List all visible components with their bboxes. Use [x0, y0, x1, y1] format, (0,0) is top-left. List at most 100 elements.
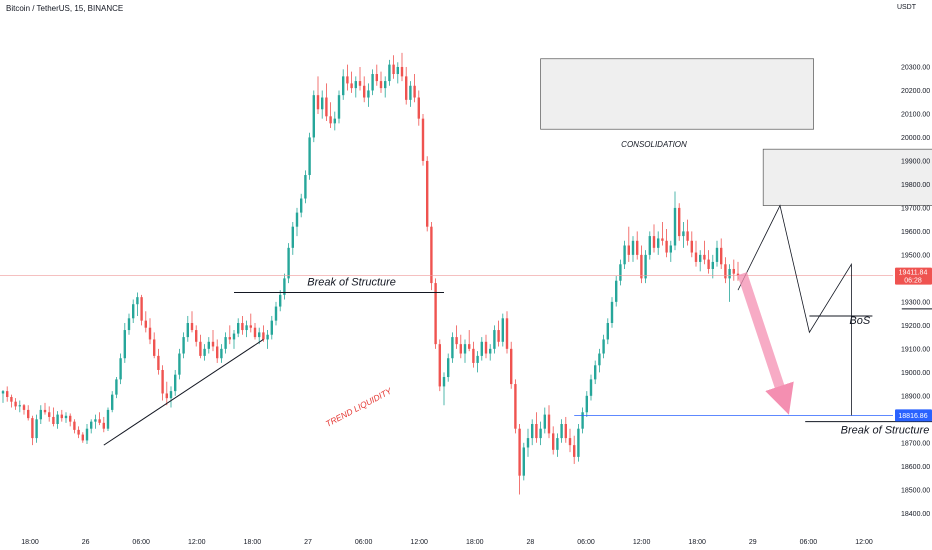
x-axis: 18:00 26 06:00 12:00 18:00 27 06:00 12:00 18:00 2…	[21, 539, 873, 546]
candle-body	[711, 261, 714, 269]
candle-body	[686, 231, 689, 241]
candle-body	[694, 252, 698, 262]
candle-body	[312, 95, 315, 138]
candle-body	[325, 97, 328, 117]
x-tick-label: 12:00	[188, 539, 206, 546]
candle-body	[514, 384, 517, 429]
candle-body	[354, 81, 357, 89]
candle-body	[442, 377, 446, 387]
candle-body	[678, 207, 681, 237]
candle-body	[657, 238, 660, 248]
candle-body	[266, 334, 269, 340]
bearish-arrow	[737, 272, 794, 415]
candle-body	[27, 409, 30, 419]
x-tick-label: 26	[82, 539, 90, 546]
x-tick-label: 06:00	[800, 539, 818, 546]
candle-body	[195, 330, 198, 342]
candle-body	[421, 118, 425, 161]
candle-body	[363, 85, 366, 98]
candle-body	[568, 438, 572, 446]
annotation-label: Break of Structure	[841, 424, 930, 436]
candle-body	[216, 346, 219, 359]
x-tick-label: 18:00	[244, 539, 262, 546]
candle-body	[220, 348, 223, 359]
candle-body	[211, 341, 215, 347]
candle-body	[715, 247, 719, 262]
candle-body	[476, 355, 479, 363]
candle-body	[207, 341, 210, 349]
candle-body	[123, 330, 126, 359]
candle-body	[98, 419, 101, 423]
price-badge-time: 06:28	[904, 278, 922, 285]
candle-body	[300, 198, 303, 213]
candle-body	[543, 414, 546, 429]
y-tick-label: 18400.00	[901, 511, 930, 518]
x-tick-label: 18:00	[466, 539, 484, 546]
candle-body	[43, 409, 47, 413]
candle-body	[321, 97, 324, 110]
candle-body	[367, 90, 370, 98]
y-tick-label: 18900.00	[901, 393, 930, 400]
candle-body	[279, 294, 282, 307]
candle-body	[409, 85, 412, 100]
candle-body	[232, 333, 236, 340]
candle-body	[115, 379, 118, 395]
candle-body	[337, 95, 341, 119]
candle-body	[652, 236, 656, 248]
x-tick-label: 28	[527, 539, 535, 546]
candle-body	[237, 323, 240, 334]
y-tick-label: 20000.00	[901, 135, 930, 142]
candle-body	[585, 395, 588, 413]
annotation-label: BoS	[849, 315, 870, 327]
candle-body	[426, 160, 429, 227]
candle-body	[39, 409, 42, 420]
candle-body	[1, 391, 5, 394]
candle-body	[81, 434, 84, 441]
candle-body	[699, 254, 702, 262]
candle-body	[253, 327, 257, 338]
candle-body	[438, 344, 441, 387]
candle-body	[102, 422, 105, 429]
candle-body	[455, 337, 458, 345]
candle-body	[388, 64, 391, 82]
level-badge	[895, 409, 932, 422]
candle-body	[56, 414, 59, 424]
candle-body	[669, 245, 672, 253]
candle-body	[258, 332, 261, 338]
candle-body	[169, 391, 173, 399]
candle-body	[283, 278, 286, 295]
candle-body	[52, 416, 55, 424]
y-tick-label: 19000.00	[901, 370, 930, 377]
candle-body	[619, 264, 622, 281]
candle-body	[434, 283, 437, 345]
candle-body	[547, 414, 551, 434]
x-tick-label: 29	[749, 539, 757, 546]
candle-body	[690, 240, 693, 253]
y-axis: 20300.00 20200.00 20100.00 20000.00 19900.00…	[895, 64, 932, 518]
candle-body	[342, 76, 345, 96]
y-axis-unit: USDT	[896, 4, 916, 11]
candle-body	[329, 116, 332, 124]
candle-body	[6, 391, 9, 397]
candle-body	[489, 348, 492, 354]
y-tick-label: 19800.00	[901, 182, 930, 189]
candle-body	[333, 118, 336, 124]
candle-body	[295, 212, 299, 227]
candle-body	[703, 254, 706, 260]
annotation-label: Break of Structure	[307, 276, 396, 288]
candle-body	[153, 339, 156, 356]
candle-body	[262, 332, 265, 340]
zones-layer	[540, 58, 932, 206]
candle-body	[451, 337, 454, 359]
candle-body	[396, 66, 399, 75]
candle-body	[392, 64, 395, 75]
candle-body	[228, 337, 231, 340]
candle-body	[308, 137, 311, 176]
candle-body	[69, 415, 72, 422]
candle-body	[631, 240, 635, 255]
candle-body	[64, 415, 68, 419]
candle-body	[371, 74, 374, 91]
candle-body	[640, 254, 643, 279]
zone-supply	[762, 148, 932, 206]
